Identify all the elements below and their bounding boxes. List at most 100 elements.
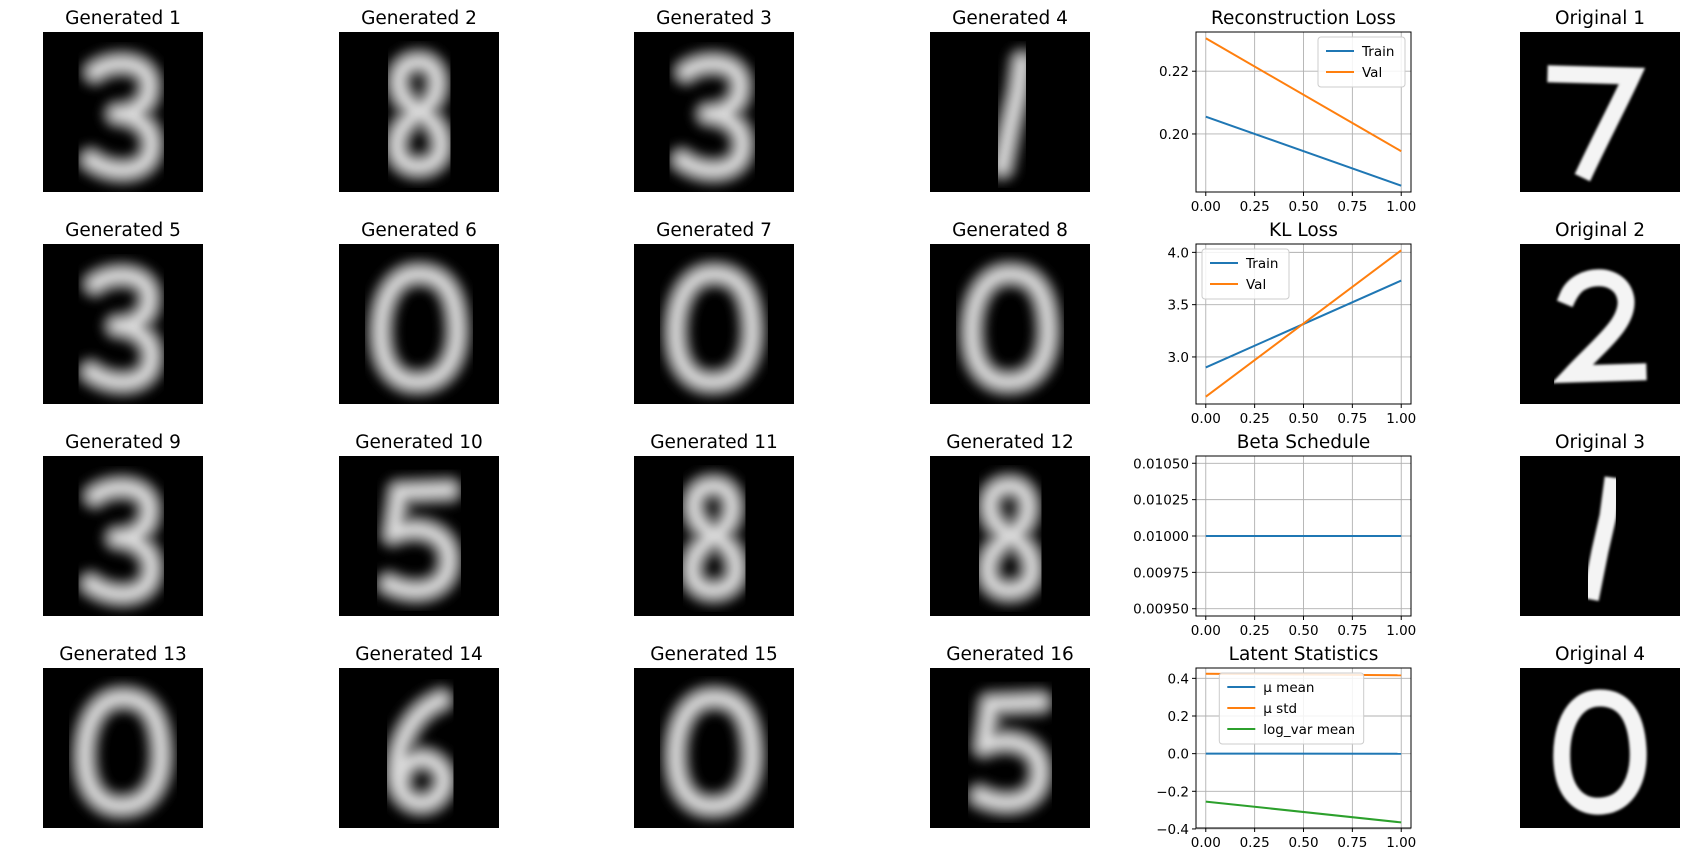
- y-tick-label: 0.00950: [1133, 602, 1189, 618]
- y-tick-label: 4.0: [1168, 245, 1189, 261]
- legend-box: [1201, 248, 1290, 300]
- panel-generated-4: Generated 4: [930, 8, 1090, 192]
- legend-label: μ std: [1263, 701, 1297, 717]
- legend: Train Val: [1201, 248, 1290, 300]
- panel-generated-10: Generated 10: [339, 432, 499, 616]
- chart-beta-schedule: Beta Schedule 0.00 0.25 0.50 0.75 1.00 0.00950…: [1133, 432, 1416, 639]
- digit-glyph: [1547, 65, 1646, 182]
- panel-generated-6: Generated 6: [339, 220, 499, 404]
- x-tick-label: 0.75: [1337, 199, 1367, 215]
- series-line-Val: [1205, 249, 1402, 398]
- image-panels: Generated 1 Generated 2 Generated 3 Generat…: [43, 8, 1680, 828]
- panel-generated-14: Generated 14: [339, 644, 499, 828]
- panel-generated-5: Generated 5: [43, 220, 203, 404]
- panel-title: Generated 12: [946, 432, 1074, 453]
- panel-title: Generated 11: [650, 432, 778, 453]
- digit-glyph: [69, 683, 177, 822]
- x-tick-label: 0.50: [1288, 411, 1318, 427]
- y-tick-label: 0.4: [1168, 671, 1189, 687]
- panel-generated-16: Generated 16: [930, 644, 1090, 828]
- panel-original-2: Original 2: [1520, 220, 1680, 404]
- digit-glyph: [677, 471, 752, 606]
- series-line-log_var-mean: [1205, 800, 1402, 824]
- digit-glyph: [987, 47, 1037, 182]
- x-tick-label: 0.75: [1337, 835, 1367, 851]
- charts: Reconstruction Loss 0.00 0.25 0.50 0.75 1.00 0…: [1133, 8, 1416, 851]
- y-tick-label: 0.20: [1159, 127, 1189, 143]
- legend: μ mean μ std log_var mean: [1218, 672, 1365, 745]
- x-tick-label: 0.75: [1337, 623, 1367, 639]
- chart-title: Reconstruction Loss: [1211, 8, 1396, 29]
- chart-title: Latent Statistics: [1229, 644, 1379, 665]
- panel-generated-15: Generated 15: [634, 644, 794, 828]
- x-tick-label: 1.00: [1386, 411, 1416, 427]
- legend-label: Train: [1361, 44, 1394, 60]
- chart-kl-loss: KL Loss 0.00 0.25 0.50 0.75 1.00 3.0 3.5 4.0 Trai…: [1168, 220, 1417, 427]
- panel-title: Generated 1: [65, 8, 181, 29]
- panel-generated-2: Generated 2: [339, 8, 499, 192]
- digit-glyph: [381, 685, 459, 819]
- panel-title: Generated 6: [361, 220, 477, 241]
- y-tick-label: 0.01025: [1133, 493, 1189, 509]
- x-tick-label: 0.00: [1191, 623, 1221, 639]
- x-tick-label: 0.25: [1240, 835, 1270, 851]
- panel-title: Original 2: [1555, 220, 1645, 241]
- panel-title: Generated 15: [650, 644, 778, 665]
- digit-glyph: [1551, 269, 1647, 384]
- panel-title: Generated 8: [952, 220, 1068, 241]
- panel-generated-8: Generated 8: [930, 220, 1090, 404]
- panel-generated-1: Generated 1: [43, 8, 203, 192]
- chart-latent-statistics: Latent Statistics 0.00 0.25 0.50 0.75 1.00 −0.…: [1156, 644, 1416, 851]
- panel-generated-12: Generated 12: [930, 432, 1090, 616]
- panel-generated-7: Generated 7: [634, 220, 794, 404]
- panel-generated-3: Generated 3: [634, 8, 794, 192]
- digit-glyph: [76, 472, 167, 610]
- panel-title: Generated 9: [65, 432, 181, 453]
- digit-glyph: [1581, 476, 1622, 602]
- series-line-Val: [1205, 37, 1402, 153]
- panel-title: Original 4: [1555, 644, 1645, 665]
- x-tick-label: 0.50: [1288, 199, 1318, 215]
- legend-label: Train: [1245, 256, 1278, 272]
- digit-glyph: [382, 47, 457, 182]
- y-tick-label: 0.01050: [1133, 456, 1189, 472]
- digit-glyph: [365, 259, 473, 398]
- legend: Train Val: [1317, 36, 1406, 88]
- legend-label: Val: [1246, 277, 1266, 293]
- panel-title: Generated 14: [355, 644, 483, 665]
- legend-label: μ mean: [1263, 680, 1314, 696]
- digit-image-bg: [1520, 32, 1680, 192]
- panel-title: Generated 3: [656, 8, 772, 29]
- chart-title: KL Loss: [1269, 220, 1338, 241]
- legend-box: [1317, 36, 1406, 88]
- panel-title: Original 3: [1555, 432, 1645, 453]
- panel-title: Generated 10: [355, 432, 483, 453]
- digit-glyph: [76, 48, 167, 186]
- digit-glyph: [956, 259, 1064, 398]
- panel-generated-13: Generated 13: [43, 644, 203, 828]
- digit-glyph: [667, 48, 758, 186]
- panel-title: Generated 4: [952, 8, 1068, 29]
- x-tick-label: 0.00: [1191, 411, 1221, 427]
- panel-title: Generated 7: [656, 220, 772, 241]
- y-tick-label: 3.0: [1168, 350, 1189, 366]
- panel-generated-11: Generated 11: [634, 432, 794, 616]
- digit-glyph: [1553, 689, 1647, 815]
- series-line-Train: [1205, 115, 1402, 187]
- y-tick-label: 3.5: [1168, 298, 1189, 314]
- panel-title: Generated 16: [946, 644, 1074, 665]
- chart-reconstruction-loss: Reconstruction Loss 0.00 0.25 0.50 0.75 1.00 0…: [1159, 8, 1416, 215]
- digit-glyph: [660, 683, 768, 822]
- panel-original-3: Original 3: [1520, 432, 1680, 616]
- chart-title: Beta Schedule: [1237, 432, 1371, 453]
- digit-glyph: [973, 471, 1048, 606]
- x-tick-label: 0.25: [1240, 411, 1270, 427]
- y-tick-label: 0.22: [1159, 64, 1189, 80]
- x-tick-label: 0.75: [1337, 411, 1367, 427]
- y-tick-label: 0.0: [1168, 747, 1189, 763]
- x-tick-label: 0.50: [1288, 835, 1318, 851]
- digit-glyph: [965, 687, 1055, 818]
- y-tick-label: 0.01000: [1133, 529, 1189, 545]
- x-tick-label: 1.00: [1386, 835, 1416, 851]
